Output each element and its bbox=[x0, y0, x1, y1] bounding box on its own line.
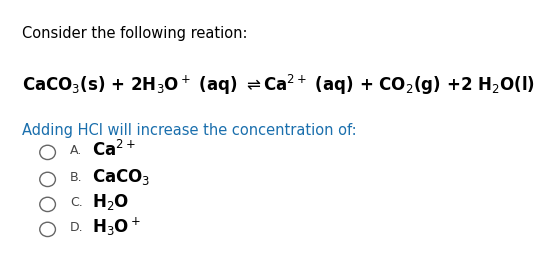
Text: Ca$^{2+}$: Ca$^{2+}$ bbox=[92, 140, 136, 160]
Text: H$_2$O: H$_2$O bbox=[92, 192, 130, 212]
Text: Consider the following reation:: Consider the following reation: bbox=[22, 26, 248, 41]
Text: A.: A. bbox=[70, 144, 82, 157]
Text: D.: D. bbox=[70, 221, 83, 234]
Text: B.: B. bbox=[70, 171, 83, 184]
Text: C.: C. bbox=[70, 196, 83, 209]
Text: Adding HCl will increase the concentration of:: Adding HCl will increase the concentrati… bbox=[22, 124, 357, 139]
Text: CaCO$_3$: CaCO$_3$ bbox=[92, 167, 151, 187]
Text: CaCO$_3$(s) + 2H$_3$O$^+$ (aq) $\rightleftharpoons$Ca$^{2+}$ (aq) + CO$_2$(g) +2: CaCO$_3$(s) + 2H$_3$O$^+$ (aq) $\rightle… bbox=[22, 73, 535, 97]
Text: H$_3$O$^+$: H$_3$O$^+$ bbox=[92, 216, 142, 238]
